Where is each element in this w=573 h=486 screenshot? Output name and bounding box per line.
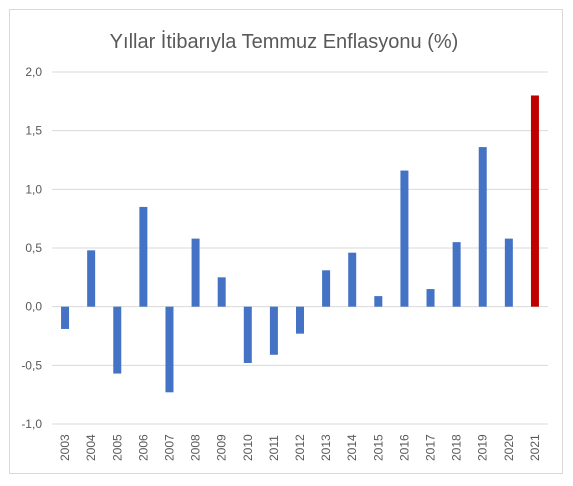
- bar-2011: [269, 306, 278, 355]
- bar-2008: [191, 238, 200, 307]
- bar-2007: [165, 306, 174, 393]
- x-tick-label: 2006: [136, 434, 150, 461]
- y-tick-label: 1,0: [25, 182, 42, 196]
- bar-2015: [374, 296, 383, 307]
- chart-frame: [9, 9, 563, 474]
- x-tick-label: 2020: [502, 434, 516, 461]
- x-tick-label: 2010: [241, 434, 255, 461]
- x-tick-label: 2008: [189, 434, 203, 461]
- bar-2004: [87, 250, 96, 307]
- y-tick-label: -1,0: [21, 417, 42, 431]
- bar-2016: [400, 170, 409, 307]
- x-tick-label: 2005: [110, 434, 124, 461]
- x-axis-ticks: 2003 2004 2005 2006 2007 2008 2009 2010 2011 2012…: [58, 434, 542, 461]
- x-tick-label: 2009: [215, 434, 229, 461]
- x-tick-label: 2017: [424, 434, 438, 461]
- x-tick-label: 2004: [84, 434, 98, 461]
- x-tick-label: 2012: [293, 434, 307, 461]
- x-tick-label: 2016: [397, 434, 411, 461]
- bar-2014: [348, 252, 357, 307]
- y-tick-label: -0,5: [21, 358, 42, 372]
- bar-2009: [217, 277, 226, 307]
- x-tick-label: 2015: [371, 434, 385, 461]
- y-tick-label: 0,0: [25, 300, 42, 314]
- bar-2012: [296, 306, 304, 334]
- bar-2003: [61, 306, 70, 329]
- x-tick-label: 2019: [476, 434, 490, 461]
- bar-2005: [113, 306, 122, 374]
- x-tick-label: 2018: [450, 434, 464, 461]
- gridlines: [52, 71, 548, 425]
- x-tick-label: 2013: [319, 434, 333, 461]
- bar-2010: [243, 306, 252, 363]
- x-tick-label: 2007: [162, 434, 176, 461]
- x-tick-label: 2021: [528, 434, 542, 461]
- bar-2018: [452, 242, 461, 307]
- bars: [61, 95, 539, 393]
- bar-2017: [426, 289, 435, 307]
- bar-2021: [530, 95, 539, 307]
- x-tick-label: 2011: [267, 435, 281, 461]
- x-tick-label: 2003: [58, 434, 72, 461]
- y-tick-label: 2,0: [25, 65, 42, 79]
- bar-2020: [504, 238, 513, 307]
- y-axis-ticks: -1,0 -0,5 0,0 0,5 1,0 1,5 2,0: [21, 65, 42, 431]
- bar-2019: [478, 147, 487, 307]
- y-tick-label: 0,5: [25, 241, 42, 255]
- bar-2013: [322, 270, 331, 307]
- chart-title: Yıllar İtibarıyla Temmuz Enflasyonu (%): [110, 30, 459, 53]
- bar-2006: [139, 206, 148, 307]
- x-tick-label: 2014: [345, 434, 359, 461]
- y-tick-label: 1,5: [25, 124, 42, 138]
